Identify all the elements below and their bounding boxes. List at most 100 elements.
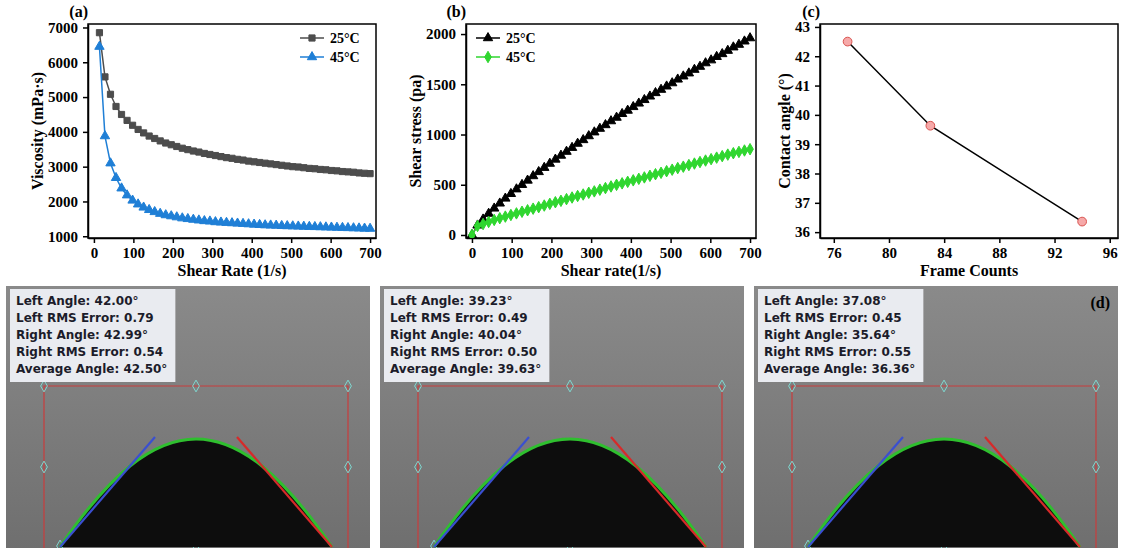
x-tick: 200 <box>162 238 185 261</box>
x-axis: 768084889296 <box>821 238 1119 261</box>
x-tick-mark <box>291 238 293 243</box>
marker <box>502 211 509 222</box>
y-tick: 40 <box>795 107 820 123</box>
detection-box <box>792 386 1096 550</box>
marker <box>630 175 637 186</box>
handle <box>41 461 48 473</box>
x-axis-title: Shear Rate (1/s) <box>177 262 286 280</box>
legend-marker <box>309 35 315 41</box>
y-tick: 43 <box>795 19 820 35</box>
x-axis-line <box>467 238 757 240</box>
marker <box>96 30 102 36</box>
handle <box>567 380 574 392</box>
readout-line: Right Angle: 42.99° <box>16 328 148 342</box>
legend-entry: 25°C <box>476 31 536 46</box>
photo-background <box>6 286 370 548</box>
plot-frame <box>88 24 376 238</box>
marker <box>496 212 503 223</box>
x-tick: 500 <box>660 238 683 261</box>
x-tick-label: 100 <box>501 245 524 261</box>
y-tick-mark <box>83 27 88 29</box>
y-tick-mark <box>461 185 466 187</box>
droplet-outline <box>60 439 332 547</box>
x-tick-label: 500 <box>280 245 303 261</box>
y-tick-mark <box>83 132 88 134</box>
x-tick: 500 <box>280 238 303 261</box>
marker <box>597 184 604 195</box>
y-tick: 1000 <box>48 229 88 245</box>
marker <box>1078 217 1087 226</box>
marks <box>467 33 754 238</box>
y-tick-mark <box>815 27 820 29</box>
y-tick-mark <box>815 115 820 117</box>
handle <box>345 380 352 392</box>
legend-entry: 45°C <box>300 50 360 65</box>
detection-box <box>44 386 348 550</box>
marker <box>602 182 609 193</box>
marker <box>107 91 113 97</box>
panel: 0100200300400500600700100020003000400050… <box>29 3 382 280</box>
marker <box>613 179 620 190</box>
y-tick-mark <box>815 203 820 205</box>
panel-label: (b) <box>446 3 466 21</box>
marker <box>608 181 615 192</box>
photo: Left Angle: 42.00°Left RMS Error: 0.79Ri… <box>6 286 370 552</box>
y-tick: 37 <box>795 195 820 211</box>
y-tick-label: 0 <box>449 227 457 243</box>
marker <box>547 198 554 209</box>
x-tick: 100 <box>123 238 146 261</box>
y-tick-label: 5000 <box>48 89 78 105</box>
x-axis: 0100200300400500600700 <box>467 238 762 261</box>
legend-label: 25°C <box>506 31 536 46</box>
y-tick-label: 1000 <box>426 127 456 143</box>
marker <box>591 186 598 197</box>
y-tick-mark <box>815 85 820 87</box>
panel: 7680848892963637383940414243Frame Counts… <box>776 3 1119 279</box>
x-tick-label: 200 <box>162 245 185 261</box>
y-tick: 42 <box>795 49 820 65</box>
x-tick: 700 <box>739 238 762 261</box>
x-tick-label: 96 <box>1103 245 1119 261</box>
marker <box>541 200 548 211</box>
marker <box>563 193 570 204</box>
handle <box>941 380 948 392</box>
handle <box>1093 461 1100 473</box>
y-tick-label: 3000 <box>48 159 78 175</box>
x-tick: 0 <box>91 238 99 261</box>
marker <box>508 209 515 220</box>
droplet-outline <box>808 439 1080 547</box>
marker <box>485 216 492 227</box>
readout-line: Left RMS Error: 0.49 <box>390 311 528 325</box>
marker <box>519 206 526 217</box>
marker <box>574 190 581 201</box>
marker <box>95 41 104 49</box>
y-tick-mark <box>815 232 820 234</box>
marker <box>719 150 726 161</box>
x-tick: 0 <box>469 238 477 261</box>
marker <box>585 187 592 198</box>
x-tick-mark <box>1054 238 1056 243</box>
x-tick-label: 92 <box>1048 245 1063 261</box>
y-tick-label: 2000 <box>48 194 78 210</box>
marker <box>686 159 693 170</box>
tangent-left <box>60 437 155 547</box>
y-tick-label: 36 <box>795 224 811 240</box>
x-tick-label: 400 <box>241 245 263 261</box>
x-tick-mark <box>591 238 593 243</box>
readout-line: Right Angle: 40.04° <box>390 328 522 342</box>
marker <box>741 145 748 156</box>
y-axis: 1000200030004000500060007000 <box>48 20 89 245</box>
y-tick: 2000 <box>426 26 466 42</box>
readout-line: Average Angle: 36.36° <box>764 362 915 376</box>
series-line <box>472 38 750 235</box>
x-tick-mark <box>834 238 836 243</box>
handle <box>345 461 352 473</box>
y-axis: 0500100015002000 <box>426 25 467 244</box>
handle <box>789 461 796 473</box>
x-tick: 92 <box>1048 238 1063 261</box>
marker <box>122 190 131 198</box>
x-tick-mark <box>750 238 752 243</box>
x-tick-label: 0 <box>469 245 477 261</box>
x-tick: 600 <box>320 238 343 261</box>
marks <box>843 37 1086 226</box>
